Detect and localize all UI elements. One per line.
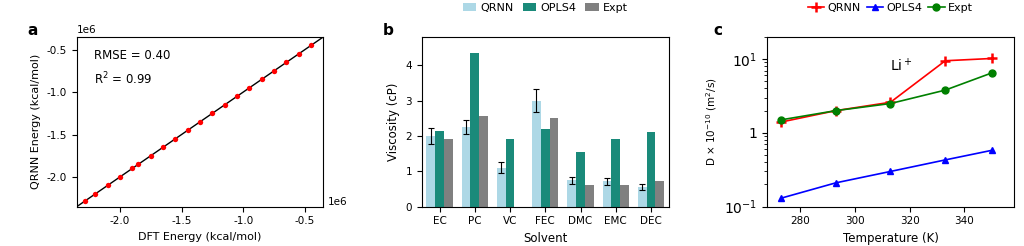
QRNN <box>986 57 998 60</box>
Point <box>87 192 103 196</box>
Point <box>99 183 116 187</box>
OPLS4 <box>885 170 897 173</box>
Bar <box>655 181 665 207</box>
Text: 1e6: 1e6 <box>329 197 348 207</box>
OPLS4 <box>939 158 951 161</box>
Point <box>266 69 283 73</box>
Point <box>204 111 220 115</box>
Point <box>279 61 295 64</box>
Legend: QRNN, OPLS4, Expt: QRNN, OPLS4, Expt <box>804 0 978 17</box>
Text: R$^2$ = 0.99: R$^2$ = 0.99 <box>94 71 153 87</box>
Point <box>77 199 93 202</box>
Bar <box>541 129 550 207</box>
Line: OPLS4: OPLS4 <box>777 147 995 202</box>
Point <box>254 77 270 81</box>
Text: RMSE = 0.40: RMSE = 0.40 <box>94 49 170 62</box>
Expt <box>885 102 897 105</box>
Point <box>112 175 128 179</box>
Bar <box>567 180 577 207</box>
Point <box>124 166 140 170</box>
Expt <box>939 89 951 92</box>
QRNN <box>885 101 897 104</box>
Text: b: b <box>383 23 393 38</box>
Bar <box>506 139 514 207</box>
Text: Li$^+$: Li$^+$ <box>891 57 913 74</box>
Bar <box>638 187 646 207</box>
Bar <box>497 168 506 207</box>
QRNN <box>829 109 842 112</box>
Expt <box>775 118 787 121</box>
Point <box>303 44 319 47</box>
Expt <box>986 71 998 74</box>
Point <box>216 103 232 107</box>
Bar <box>470 53 479 207</box>
Point <box>291 52 307 56</box>
X-axis label: Temperature (K): Temperature (K) <box>843 232 938 245</box>
Bar <box>550 118 558 207</box>
Point <box>155 145 171 149</box>
Bar <box>435 131 444 207</box>
Bar <box>426 136 435 207</box>
Point <box>191 120 208 124</box>
Point <box>167 137 183 141</box>
Point <box>229 94 246 98</box>
Bar <box>444 139 453 207</box>
Bar <box>585 185 594 207</box>
Bar <box>602 181 611 207</box>
X-axis label: Solvent: Solvent <box>523 232 567 245</box>
Text: 1e6: 1e6 <box>77 25 96 35</box>
OPLS4 <box>986 149 998 152</box>
Y-axis label: Viscosity (cP): Viscosity (cP) <box>387 83 400 161</box>
Bar <box>462 127 470 207</box>
Text: c: c <box>713 23 722 38</box>
X-axis label: DFT Energy (kcal/mol): DFT Energy (kcal/mol) <box>138 232 262 242</box>
Bar <box>646 132 655 207</box>
Expt <box>829 109 842 112</box>
Point <box>130 162 146 166</box>
Line: Expt: Expt <box>777 69 995 123</box>
Point <box>242 86 258 90</box>
Y-axis label: QRNN Energy (kcal/mol): QRNN Energy (kcal/mol) <box>31 54 41 189</box>
OPLS4 <box>775 197 787 200</box>
Bar <box>479 116 488 207</box>
Point <box>142 154 159 158</box>
Line: QRNN: QRNN <box>776 54 996 127</box>
QRNN <box>939 59 951 62</box>
Bar <box>611 139 621 207</box>
Y-axis label: D $\times$ 10$^{-10}$ (m$^2$/s): D $\times$ 10$^{-10}$ (m$^2$/s) <box>703 77 719 166</box>
Text: a: a <box>28 23 38 38</box>
Bar <box>577 152 585 207</box>
Point <box>179 128 196 132</box>
OPLS4 <box>829 181 842 184</box>
QRNN <box>775 121 787 123</box>
Bar <box>532 101 541 207</box>
Legend: QRNN, OPLS4, Expt: QRNN, OPLS4, Expt <box>458 0 633 17</box>
Bar <box>621 185 629 207</box>
